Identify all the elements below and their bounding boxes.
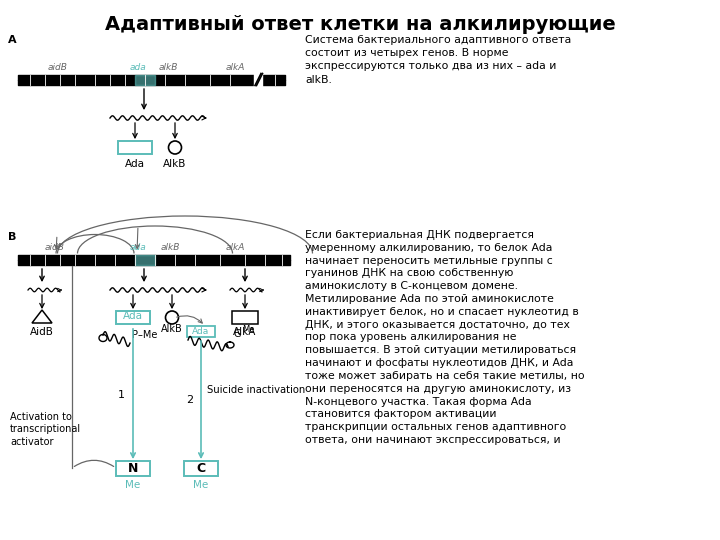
Text: Система бактериального адаптивного ответа
состоит из четырех генов. В норме
эксп: Система бактериального адаптивного ответ…: [305, 35, 571, 85]
FancyBboxPatch shape: [184, 461, 218, 476]
Text: ada: ada: [130, 63, 146, 71]
FancyBboxPatch shape: [116, 311, 150, 324]
Text: AidB: AidB: [30, 327, 54, 337]
Circle shape: [166, 311, 179, 324]
Text: AlkB: AlkB: [161, 325, 183, 334]
Text: 1: 1: [118, 390, 125, 400]
Text: Ada: Ada: [192, 327, 210, 335]
Text: G: G: [234, 329, 241, 339]
Text: alkA: alkA: [225, 63, 245, 71]
FancyBboxPatch shape: [232, 311, 258, 324]
Text: Если бактериальная ДНК подвергается
умеренному алкилированию, то белок Ada
начин: Если бактериальная ДНК подвергается умер…: [305, 230, 585, 445]
Text: AlkB: AlkB: [163, 159, 186, 169]
Text: A: A: [8, 35, 17, 45]
Text: Ada: Ada: [125, 159, 145, 169]
Text: B: B: [8, 232, 17, 242]
Text: N: N: [128, 462, 138, 475]
Text: Me: Me: [242, 326, 254, 334]
FancyBboxPatch shape: [118, 141, 152, 154]
Text: C: C: [197, 462, 206, 475]
Text: alkA: alkA: [225, 242, 245, 252]
Text: Адаптивный ответ клетки на алкилирующие: Адаптивный ответ клетки на алкилирующие: [104, 15, 616, 34]
Text: alkB: alkB: [158, 63, 178, 71]
FancyBboxPatch shape: [187, 326, 215, 337]
Text: ada: ada: [130, 242, 146, 252]
Text: Suicide inactivation: Suicide inactivation: [207, 385, 305, 395]
Text: Activation to
transcriptional
activator: Activation to transcriptional activator: [10, 412, 81, 447]
Circle shape: [168, 141, 181, 154]
Text: Ada: Ada: [123, 311, 143, 321]
Text: Me: Me: [194, 480, 209, 490]
Text: alkB: alkB: [161, 242, 180, 252]
Text: P–Me: P–Me: [132, 330, 158, 340]
Text: AlkA: AlkA: [233, 327, 257, 337]
FancyBboxPatch shape: [116, 461, 150, 476]
Text: 2: 2: [186, 395, 193, 405]
Text: Me: Me: [125, 480, 140, 490]
Text: aidB: aidB: [48, 63, 68, 71]
Text: aidB: aidB: [45, 242, 65, 252]
